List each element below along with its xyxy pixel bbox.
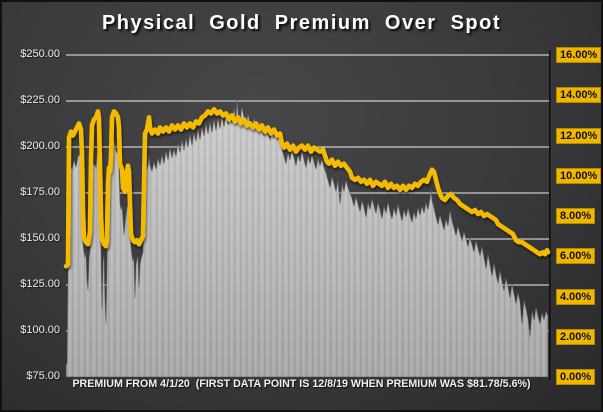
left-axis-tick: $100.00 bbox=[20, 324, 60, 336]
right-axis-tick: 2.00% bbox=[556, 328, 596, 345]
right-axis-tick: 14.00% bbox=[556, 87, 601, 104]
left-axis-tick: $75.00 bbox=[26, 370, 60, 382]
bar-stripe-texture bbox=[66, 99, 548, 377]
right-axis-tick: 6.00% bbox=[556, 248, 596, 265]
left-axis-tick: $175.00 bbox=[20, 186, 60, 198]
right-axis: 16.00% 14.00% 12.00% 10.00% 8.00% 6.00% 4.00% 2… bbox=[556, 2, 601, 410]
premium-pct-line bbox=[63, 107, 551, 269]
right-axis-tick: 10.00% bbox=[556, 167, 601, 184]
right-axis-tick: 0.00% bbox=[556, 369, 596, 385]
footnote: PREMIUM FROM 4/1/20 (FIRST DATA POINT IS… bbox=[72, 378, 531, 390]
right-axis-tick: 12.00% bbox=[556, 127, 601, 144]
left-axis-tick: $250.00 bbox=[20, 48, 60, 60]
left-axis: $250.00 $225.00 $200.00 $175.00 $150.00 $125.… bbox=[2, 2, 60, 410]
chart-title: Physical Gold Premium Over Spot bbox=[101, 12, 502, 34]
right-axis-tick: 8.00% bbox=[556, 208, 596, 224]
left-axis-tick: $225.00 bbox=[20, 94, 60, 106]
left-axis-tick: $200.00 bbox=[20, 140, 60, 152]
right-axis-tick: 16.00% bbox=[556, 47, 601, 63]
left-axis-tick: $125.00 bbox=[20, 278, 60, 290]
left-axis-tick: $150.00 bbox=[20, 232, 60, 244]
right-axis-tick: 4.00% bbox=[556, 288, 596, 305]
